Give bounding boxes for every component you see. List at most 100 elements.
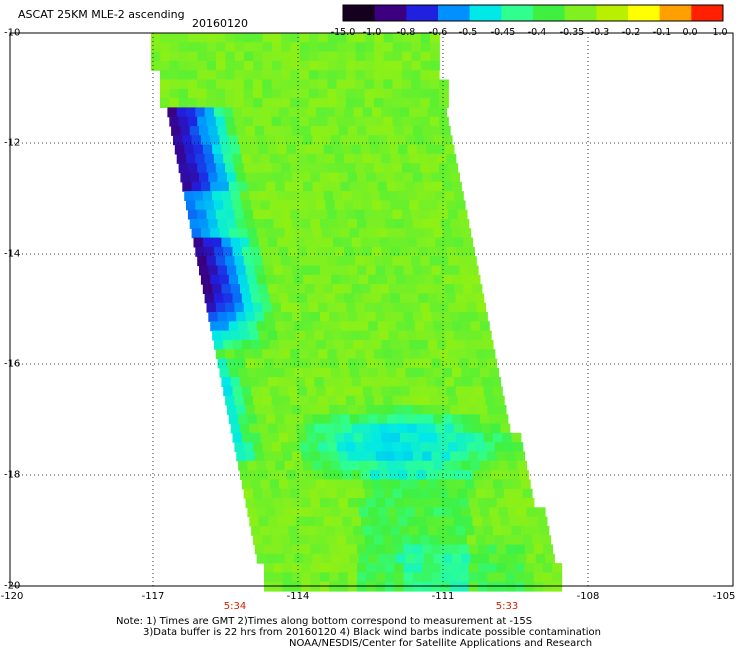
swath-cell xyxy=(411,42,422,53)
swath-cell xyxy=(208,265,219,276)
swath-cell xyxy=(470,507,481,518)
swath-cell xyxy=(364,163,375,174)
swath-cell xyxy=(253,349,263,360)
swath-cell xyxy=(210,228,221,239)
swath-cell xyxy=(357,265,367,276)
colorbar-segment xyxy=(343,5,376,21)
swath-cell xyxy=(398,423,408,434)
swath-cell xyxy=(219,228,230,239)
swath-cell xyxy=(426,237,436,248)
swath-cell xyxy=(368,181,379,192)
swath-cell xyxy=(238,181,248,192)
swath-cell xyxy=(336,209,347,220)
swath-cell xyxy=(206,51,217,62)
swath-cell xyxy=(267,423,278,434)
swath-cell xyxy=(446,246,457,257)
swath-cell xyxy=(334,107,345,118)
swath-cell xyxy=(215,70,226,81)
swath-cell xyxy=(439,256,449,267)
swath-cell xyxy=(299,163,310,174)
swath-cell xyxy=(295,377,306,387)
swath-cell xyxy=(284,321,295,332)
swath-cell xyxy=(344,339,354,350)
swath-cell xyxy=(457,442,468,453)
swath-cell xyxy=(243,116,254,127)
swath-cell xyxy=(346,79,356,90)
swath-cell xyxy=(440,358,451,369)
swath-cell xyxy=(399,339,410,350)
swath-cell xyxy=(385,172,395,183)
swath-cell xyxy=(230,237,241,248)
swath-cell xyxy=(305,516,315,527)
swath-cell xyxy=(240,423,250,434)
swath-cell xyxy=(290,33,301,43)
swath-cell xyxy=(492,479,503,490)
swath-cell xyxy=(403,312,414,322)
swath-cell xyxy=(426,284,436,294)
swath-cell xyxy=(206,70,217,81)
swath-cell xyxy=(349,507,360,518)
swath-cell xyxy=(247,228,258,239)
swath-cell xyxy=(435,516,446,527)
swath-cell xyxy=(234,349,245,360)
swath-cell xyxy=(433,135,444,146)
swath-cell xyxy=(327,488,338,499)
swath-cell xyxy=(357,498,367,508)
swath-cell xyxy=(254,405,265,415)
swath-cell xyxy=(459,219,470,229)
swath-cell xyxy=(197,88,208,99)
swath-cell xyxy=(199,265,209,276)
swath-cell xyxy=(217,358,228,369)
colorbar-segment xyxy=(374,5,407,21)
swath-cell xyxy=(206,42,217,53)
swath-cell xyxy=(319,405,330,415)
swath-cell xyxy=(430,42,440,53)
swath-cell xyxy=(291,563,302,573)
swath-cell xyxy=(403,572,414,583)
swath-data xyxy=(151,33,563,592)
swath-cell xyxy=(496,544,507,555)
colorbar-label: -0.2 xyxy=(621,27,641,38)
swath-cell xyxy=(420,442,431,453)
swath-cell xyxy=(466,395,477,406)
swath-cell xyxy=(424,321,434,332)
swath-cell xyxy=(483,479,494,490)
swath-cell xyxy=(290,60,301,71)
swath-cell xyxy=(290,256,301,267)
swath-cell xyxy=(392,51,403,62)
swath-cell xyxy=(461,321,472,332)
swath-cell xyxy=(323,191,334,201)
swath-cell xyxy=(178,60,189,71)
swath-cell xyxy=(273,219,284,229)
swath-cell xyxy=(336,302,347,313)
swath-cell xyxy=(386,367,397,378)
swath-cell xyxy=(392,535,403,546)
swath-cell xyxy=(260,153,271,164)
swath-cell xyxy=(431,581,442,592)
colorbar-label: -0.6 xyxy=(428,27,448,38)
swath-cell xyxy=(407,191,418,201)
swath-cell xyxy=(403,563,414,573)
swath-cell xyxy=(305,284,315,294)
swath-cell xyxy=(379,516,390,527)
swath-cell xyxy=(243,302,254,313)
swath-cell xyxy=(169,33,180,43)
swath-cell xyxy=(269,246,280,257)
swath-cell xyxy=(401,395,412,406)
swath-cell xyxy=(273,544,284,555)
swath-cell xyxy=(489,414,500,425)
swath-cell xyxy=(327,33,338,43)
swath-cell xyxy=(275,507,286,518)
swath-cell xyxy=(292,498,302,508)
swath-cell xyxy=(213,107,224,118)
swath-cell xyxy=(500,423,511,434)
swath-cell xyxy=(481,423,492,434)
swath-cell xyxy=(372,200,382,211)
swath-cell xyxy=(422,572,432,583)
swath-cell xyxy=(282,544,293,555)
swath-cell xyxy=(312,274,323,285)
swath-cell xyxy=(232,107,243,118)
swath-cell xyxy=(258,330,269,341)
swath-cell xyxy=(426,423,436,434)
swath-cell xyxy=(448,349,459,360)
